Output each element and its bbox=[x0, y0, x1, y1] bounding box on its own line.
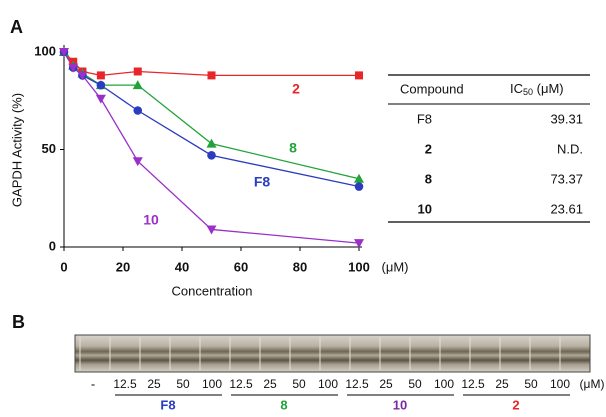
table-cell: 2 bbox=[425, 141, 432, 156]
x-axis-unit: (μM) bbox=[382, 259, 409, 274]
lane-label: 50 bbox=[524, 377, 538, 391]
x-tick-label: 100 bbox=[348, 259, 370, 274]
lane-label: 25 bbox=[263, 377, 277, 391]
gel-image bbox=[75, 335, 590, 372]
table-header: Compound bbox=[400, 81, 464, 96]
lane-label: 50 bbox=[292, 377, 306, 391]
lane-label: 25 bbox=[495, 377, 509, 391]
lane-label: 25 bbox=[379, 377, 393, 391]
marker bbox=[207, 151, 216, 160]
series-label: 8 bbox=[289, 140, 297, 156]
group-label: 10 bbox=[393, 397, 407, 412]
series-label: 10 bbox=[143, 212, 159, 228]
lane-label: - bbox=[91, 376, 95, 391]
panel-label: A bbox=[10, 17, 23, 37]
table-cell: 73.37 bbox=[550, 171, 583, 186]
marker bbox=[134, 68, 142, 76]
table-cell: 8 bbox=[425, 171, 432, 186]
table-header: IC50 (μM) bbox=[510, 81, 564, 97]
series-label: 2 bbox=[292, 81, 300, 97]
table-cell: 10 bbox=[418, 201, 432, 216]
x-tick-label: 0 bbox=[60, 259, 67, 274]
lane-label: 12.5 bbox=[461, 377, 485, 391]
lane-label: 12.5 bbox=[113, 377, 137, 391]
marker bbox=[207, 139, 217, 148]
table-cell: F8 bbox=[417, 111, 432, 126]
figure: A B GAPDH Activity (%) Concentration (μM… bbox=[0, 0, 606, 412]
table-cell: N.D. bbox=[557, 141, 583, 156]
gel-unit: (μM) bbox=[580, 377, 605, 391]
x-tick-label: 20 bbox=[116, 259, 130, 274]
header-sub: 50 bbox=[523, 87, 533, 97]
y-tick-label: 100 bbox=[34, 43, 56, 58]
lane-label: 50 bbox=[408, 377, 422, 391]
lane-label: 100 bbox=[434, 377, 454, 391]
series-line bbox=[64, 52, 359, 179]
lane-label: 12.5 bbox=[229, 377, 253, 391]
lane-label: 100 bbox=[202, 377, 222, 391]
header-text: IC bbox=[510, 81, 523, 96]
lane-label: 50 bbox=[176, 377, 190, 391]
table-cell: 39.31 bbox=[550, 111, 583, 126]
group-label: 8 bbox=[280, 397, 287, 412]
marker bbox=[97, 71, 105, 79]
table-cell: 23.61 bbox=[550, 201, 583, 216]
lane-label: 25 bbox=[147, 377, 161, 391]
x-tick-label: 60 bbox=[234, 259, 248, 274]
lane-label: 100 bbox=[318, 377, 338, 391]
y-tick-label: 0 bbox=[49, 238, 56, 253]
y-axis-label: GAPDH Activity (%) bbox=[9, 93, 24, 207]
marker bbox=[208, 71, 216, 79]
x-axis-label: Concentration bbox=[172, 283, 253, 298]
panel-label: B bbox=[12, 312, 25, 332]
group-label: F8 bbox=[160, 397, 175, 412]
x-tick-label: 80 bbox=[293, 259, 307, 274]
ic50-table: Compound IC50 (μM) F8 39.31 2 N.D. 8 73.37 10 2… bbox=[388, 75, 590, 222]
series-label: F8 bbox=[254, 174, 271, 190]
marker bbox=[133, 106, 142, 115]
lane-label: 12.5 bbox=[345, 377, 369, 391]
marker bbox=[355, 71, 363, 79]
lane-label: 100 bbox=[550, 377, 570, 391]
x-tick-label: 40 bbox=[175, 259, 189, 274]
y-tick-label: 50 bbox=[42, 141, 56, 156]
header-unit: (μM) bbox=[533, 81, 564, 96]
group-label: 2 bbox=[512, 397, 519, 412]
marker bbox=[355, 182, 364, 191]
marker bbox=[96, 95, 106, 104]
marker bbox=[97, 81, 106, 90]
